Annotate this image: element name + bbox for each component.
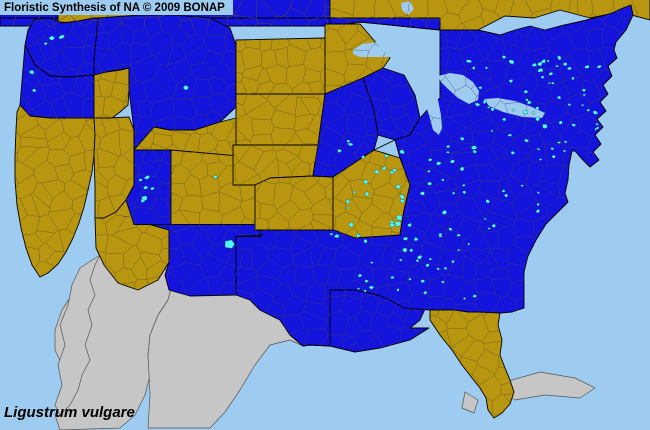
svg-text:Ligustrum vulgare: Ligustrum vulgare: [4, 404, 135, 421]
svg-text:Floristic Synthesis of NA © 20: Floristic Synthesis of NA © 2009 BONAP: [4, 2, 225, 14]
